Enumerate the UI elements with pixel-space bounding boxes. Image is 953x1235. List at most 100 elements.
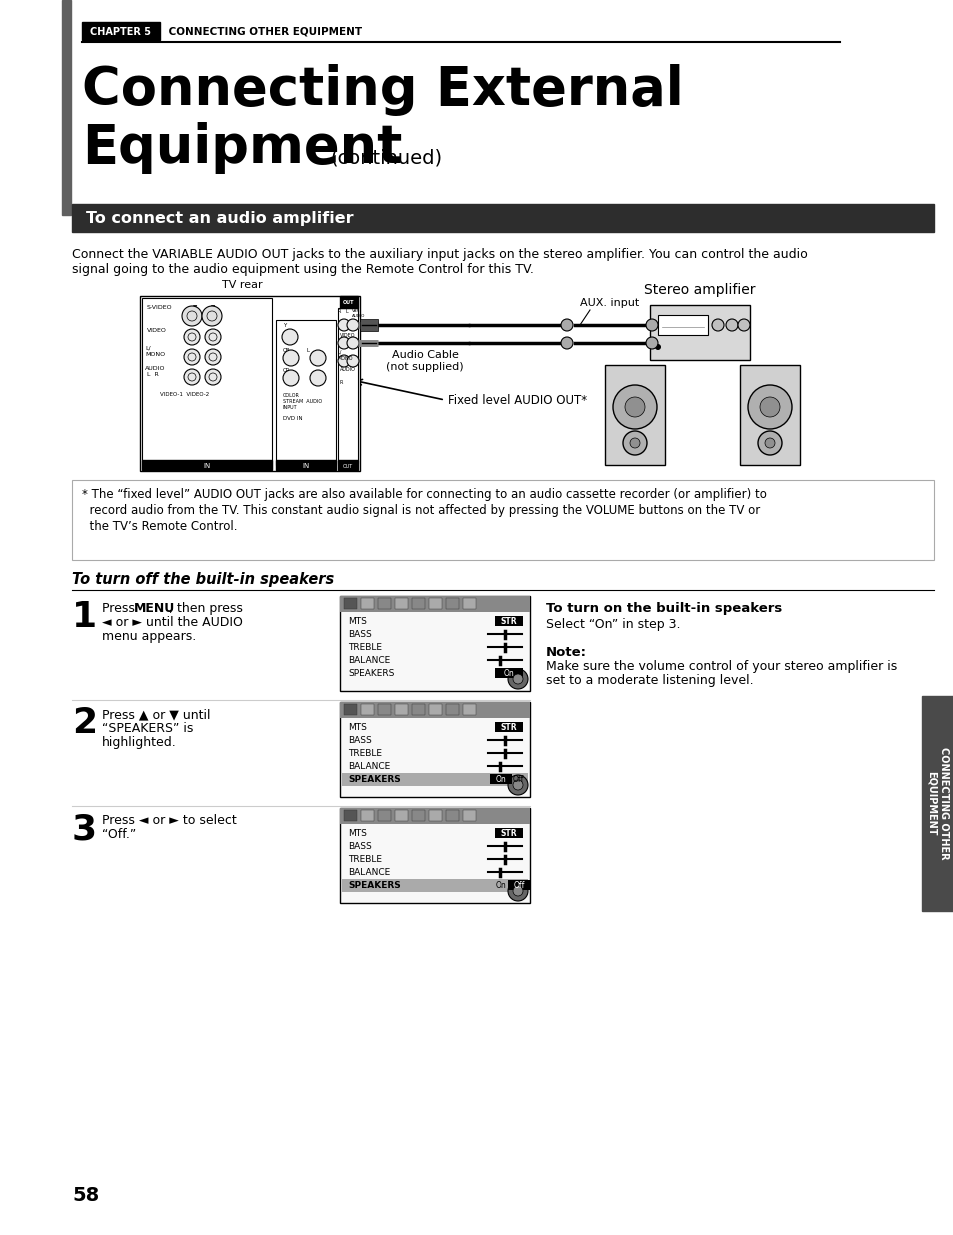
Text: ▼: ▼ (211, 305, 214, 310)
Circle shape (760, 396, 780, 417)
Text: AUX. input: AUX. input (579, 298, 639, 308)
Text: S-VIDEO: S-VIDEO (147, 305, 172, 310)
Bar (412, 704, 424, 715)
Circle shape (282, 329, 297, 345)
Text: DVD IN: DVD IN (283, 416, 302, 421)
Circle shape (205, 329, 221, 345)
Text: Y: Y (283, 324, 286, 329)
Text: OUT: OUT (342, 463, 353, 468)
Circle shape (560, 337, 573, 350)
Text: 1: 1 (71, 600, 97, 634)
Bar (658, 315, 707, 335)
Circle shape (560, 319, 573, 331)
Text: BALANCE: BALANCE (348, 656, 390, 664)
Text: AUDIO: AUDIO (339, 367, 355, 372)
Circle shape (613, 385, 657, 429)
Text: IN: IN (203, 463, 211, 469)
Text: , then press: , then press (169, 601, 243, 615)
Circle shape (645, 319, 658, 331)
Text: L/
MONO: L/ MONO (337, 350, 354, 361)
Bar (344, 810, 356, 821)
Circle shape (310, 370, 326, 387)
Text: MENU: MENU (133, 601, 175, 615)
Circle shape (655, 345, 660, 350)
Text: SPEAKERS: SPEAKERS (348, 669, 394, 678)
Text: Connecting External: Connecting External (82, 64, 683, 116)
Text: On: On (496, 774, 506, 783)
Circle shape (205, 350, 221, 366)
Text: Connect the VARIABLE AUDIO OUT jacks to the auxiliary input jacks on the stereo : Connect the VARIABLE AUDIO OUT jacks to … (71, 248, 807, 261)
Bar (339, 597, 530, 613)
Text: BALANCE: BALANCE (348, 868, 390, 877)
Circle shape (202, 306, 222, 326)
Bar (140, 296, 359, 471)
Text: “Off.”: “Off.” (102, 827, 136, 841)
Bar (337, 459, 357, 471)
Text: L/: L/ (145, 346, 151, 351)
Text: To turn off the built-in speakers: To turn off the built-in speakers (71, 572, 334, 587)
Text: ◄ or ► until the AUDIO: ◄ or ► until the AUDIO (102, 616, 243, 629)
Circle shape (711, 319, 723, 331)
Circle shape (337, 319, 350, 331)
Bar (377, 598, 391, 609)
Text: AUDIO: AUDIO (145, 366, 165, 370)
Bar (490, 774, 512, 784)
Text: Stereo amplifier: Stereo amplifier (643, 283, 755, 296)
Bar (142, 459, 272, 471)
Text: Select “On” in step 3.: Select “On” in step 3. (545, 618, 679, 631)
Text: VAR
AUDIO: VAR AUDIO (352, 309, 365, 317)
Text: set to a moderate listening level.: set to a moderate listening level. (545, 674, 753, 687)
Text: MTS: MTS (348, 618, 367, 626)
Bar (377, 810, 391, 821)
Bar (412, 598, 424, 609)
Circle shape (347, 337, 358, 350)
Bar (71, 480, 933, 559)
Bar (360, 704, 374, 715)
Text: (continued): (continued) (330, 148, 441, 168)
Text: STR: STR (500, 616, 517, 625)
Text: Audio Cable: Audio Cable (391, 350, 458, 359)
Text: TREBLE: TREBLE (348, 643, 381, 652)
Text: record audio from the TV. This constant audio signal is not affected by pressing: record audio from the TV. This constant … (82, 504, 760, 517)
Circle shape (184, 329, 200, 345)
Text: L  R: L R (147, 372, 158, 377)
Bar (446, 704, 458, 715)
Bar (142, 298, 272, 469)
Text: Fixed level AUDIO OUT*: Fixed level AUDIO OUT* (448, 394, 586, 406)
Bar (71, 204, 933, 232)
Text: menu appears.: menu appears. (102, 630, 196, 643)
Bar (337, 308, 357, 463)
Bar (344, 704, 356, 715)
Text: TV rear: TV rear (222, 280, 262, 290)
Bar (339, 296, 357, 308)
Circle shape (645, 337, 658, 350)
Text: On: On (503, 668, 514, 678)
Text: 3: 3 (71, 811, 97, 846)
Bar (341, 879, 527, 892)
Bar (339, 701, 530, 797)
Bar (395, 810, 408, 821)
Circle shape (738, 319, 749, 331)
Text: TREBLE: TREBLE (348, 748, 381, 758)
Bar (507, 881, 530, 890)
Text: CONNECTING OTHER
EQUIPMENT: CONNECTING OTHER EQUIPMENT (925, 747, 948, 860)
Circle shape (764, 438, 774, 448)
Text: Note:: Note: (545, 646, 586, 659)
Text: VIDEO-1  VIDEO-2: VIDEO-1 VIDEO-2 (160, 391, 209, 396)
Text: L: L (307, 348, 310, 353)
Bar (275, 459, 335, 471)
Circle shape (507, 776, 527, 795)
Bar (462, 598, 476, 609)
Text: CR: CR (283, 368, 291, 373)
Text: Equipment: Equipment (82, 122, 402, 174)
Text: 2: 2 (71, 706, 97, 740)
Circle shape (507, 669, 527, 689)
Circle shape (513, 885, 522, 897)
Text: Make sure the volume control of your stereo amplifier is: Make sure the volume control of your ste… (545, 659, 897, 673)
Text: STR: STR (500, 829, 517, 837)
Text: SPEAKERS: SPEAKERS (348, 881, 400, 890)
Text: BASS: BASS (348, 630, 372, 638)
Bar (344, 598, 356, 609)
Text: 58: 58 (71, 1186, 99, 1205)
Bar (339, 808, 530, 824)
